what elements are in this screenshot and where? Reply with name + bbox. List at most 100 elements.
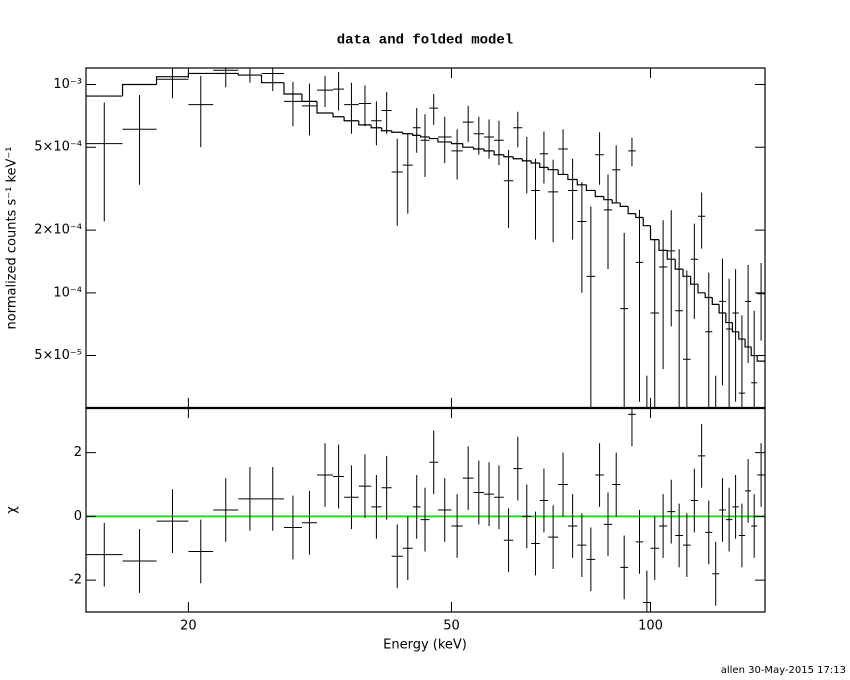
data-point [513, 111, 523, 148]
model-step [738, 331, 746, 340]
model-step [711, 297, 720, 305]
data-point [86, 522, 123, 587]
model-step [704, 292, 713, 299]
model-step [585, 184, 596, 192]
model-step [603, 196, 613, 201]
model-step [547, 167, 559, 171]
model-step [370, 124, 382, 129]
data-point [261, 466, 284, 531]
data-point [513, 436, 523, 501]
model-step [557, 169, 568, 176]
data-point [705, 272, 713, 408]
model-step [576, 179, 587, 186]
data-point [358, 454, 372, 518]
data-point [484, 462, 495, 526]
model-step [260, 75, 284, 84]
data-point [705, 500, 713, 565]
data-point [503, 149, 514, 228]
data-point [658, 494, 668, 558]
model-step [674, 259, 684, 270]
data-point [213, 68, 239, 88]
data-point [317, 443, 334, 507]
model-step [619, 202, 629, 207]
data-point [698, 192, 706, 249]
model-step [642, 217, 651, 227]
data-point [402, 133, 413, 214]
y-tick-label: 10⁻³ [53, 77, 82, 92]
model-step [381, 127, 392, 132]
data-point [188, 519, 214, 584]
data-point [548, 505, 559, 569]
model-step [402, 132, 413, 135]
model-step [690, 276, 699, 285]
data-point [667, 210, 676, 327]
data-point [738, 503, 746, 568]
data-point [690, 468, 699, 533]
data-point [628, 137, 636, 167]
model-step [420, 135, 430, 138]
data-point [156, 489, 189, 554]
data-point [451, 129, 463, 180]
data-point [429, 430, 438, 495]
model-step [725, 313, 733, 324]
data-point [371, 474, 382, 539]
data-point [577, 182, 587, 293]
data-point [437, 116, 452, 163]
data-point [757, 263, 765, 341]
data-point [494, 120, 504, 166]
model-step [155, 76, 189, 85]
data-point [317, 75, 334, 107]
data-point [412, 108, 421, 153]
data-point [586, 206, 596, 408]
data-point [86, 102, 123, 222]
data-point [156, 68, 189, 99]
data-point [122, 95, 157, 185]
model-step [462, 143, 474, 148]
y-axis-label: χ [5, 506, 20, 514]
data-point [715, 375, 717, 408]
data-point [558, 129, 568, 175]
model-step [472, 147, 485, 150]
model-step [483, 149, 495, 152]
model-step [283, 82, 302, 95]
y-tick-label: 2×10⁻⁴ [34, 223, 82, 238]
data-point [539, 131, 549, 184]
data-point [595, 443, 604, 507]
data-point [612, 452, 621, 517]
data-point [420, 114, 430, 177]
data-point [757, 443, 765, 507]
x-tick-label: 100 [638, 619, 663, 634]
model-step [649, 225, 659, 241]
data-point [213, 478, 239, 542]
data-point [122, 529, 157, 593]
data-point [751, 494, 758, 558]
data-point [333, 444, 345, 509]
data-point [646, 375, 648, 408]
data-point [249, 68, 251, 83]
data-point [698, 423, 706, 488]
data-point [539, 468, 549, 533]
data-point [667, 479, 676, 544]
data-point [371, 101, 382, 146]
data-point [725, 487, 733, 552]
x-tick-label: 50 [443, 619, 460, 634]
data-point [503, 508, 514, 573]
data-point [494, 465, 504, 530]
data-point [683, 513, 691, 577]
model-step [756, 355, 765, 362]
data-point [732, 269, 739, 402]
data-point [690, 223, 699, 319]
data-point [462, 446, 474, 510]
data-point [675, 503, 684, 568]
data-point [391, 138, 403, 226]
data-point [635, 510, 644, 574]
y-tick-label: 5×10⁻⁵ [34, 348, 82, 363]
model-step [682, 269, 691, 277]
data-point [719, 478, 726, 542]
model-step [503, 154, 514, 158]
data-point [420, 487, 430, 552]
axes: 10⁻³ 5×10⁻⁴ 2×10⁻⁴ 10⁻⁴ 5×10⁻⁵ -2 0 2 20 50 100 [34, 68, 765, 634]
data-point [745, 459, 752, 523]
